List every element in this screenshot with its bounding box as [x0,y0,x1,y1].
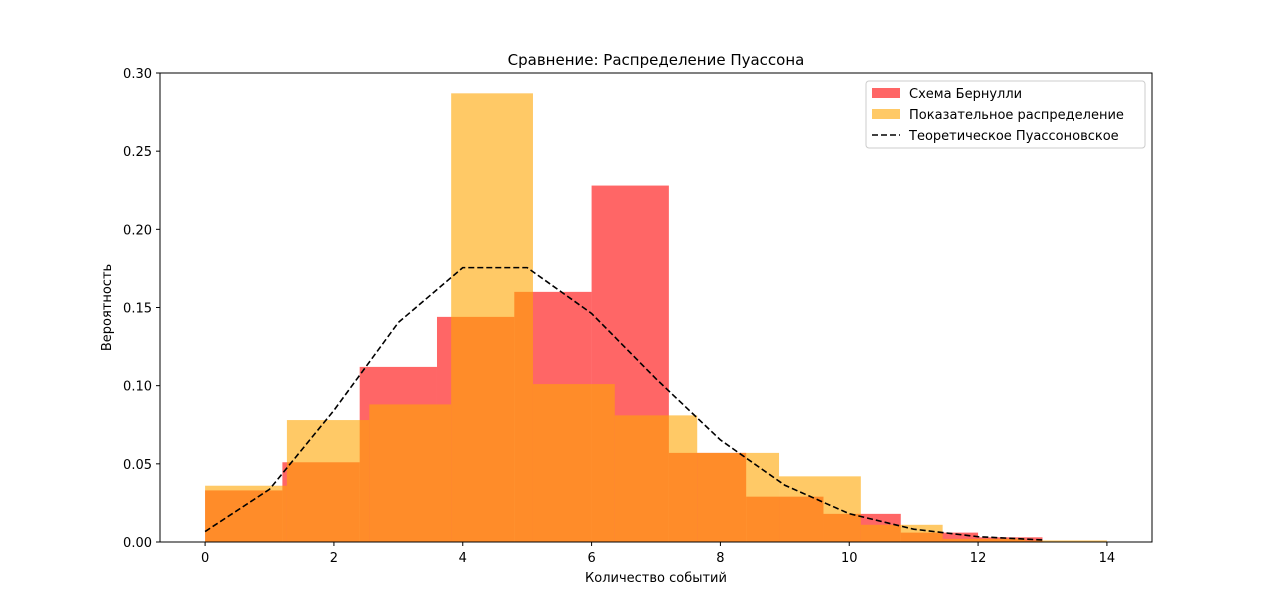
theoretical-line [204,266,1043,541]
chart-title: Сравнение: Распределение Пуассона [508,51,805,69]
y-tick-label-3: 0.15 [123,302,152,317]
bar-exponential-7 [779,476,861,542]
bar-exponential-5 [614,415,698,542]
histogram-bars [205,93,1107,542]
x-tick-label-4: 8 [716,551,724,566]
legend-label-poisson: Теоретическое Пуассоновское [908,129,1119,144]
y-tick-label-2: 0.10 [123,380,152,395]
x-tick-label-1: 2 [330,551,338,566]
bar-exponential-1 [286,420,370,542]
bar-exponential-2 [369,404,452,542]
x-tick-label-0: 0 [201,551,209,566]
y-tick-label-6: 0.30 [123,67,152,82]
x-axis-label: Количество событий [585,571,727,586]
bar-exponential-9 [942,538,1026,542]
legend: Схема Бернулли Показательное распределен… [865,80,1146,149]
bar-exponential-3 [451,93,533,542]
bar-exponential-0 [205,485,287,542]
x-tick-label-5: 10 [841,551,858,566]
legend-label-bernoulli: Схема Бернулли [909,87,1022,102]
bar-exponential-10 [1025,540,1107,542]
y-tick-label-5: 0.25 [123,145,152,160]
legend-label-exponential: Показательное распределение [909,108,1124,123]
poisson-line [204,266,1043,541]
x-tick-label-7: 14 [1099,551,1116,566]
bar-exponential-4 [532,384,615,542]
x-tick-label-2: 4 [459,551,467,566]
x-tick-label-6: 12 [970,551,987,566]
y-axis-label: Вероятность [100,264,115,351]
legend-swatch-bernoulli [872,88,900,98]
x-tick-label-3: 6 [587,551,595,566]
x-axis-ticks: 0 2 4 6 8 10 12 14 [201,542,1115,566]
y-tick-label-1: 0.05 [123,458,152,473]
bar-exponential-8 [860,524,943,542]
y-tick-label-4: 0.20 [123,223,152,238]
y-tick-label-0: 0.00 [123,536,152,551]
y-axis-ticks: 0.00 0.05 0.10 0.15 0.20 0.25 0.30 [123,67,160,551]
legend-swatch-exponential [872,109,900,119]
bar-exponential-6 [697,452,780,542]
legend-box [865,80,1146,149]
